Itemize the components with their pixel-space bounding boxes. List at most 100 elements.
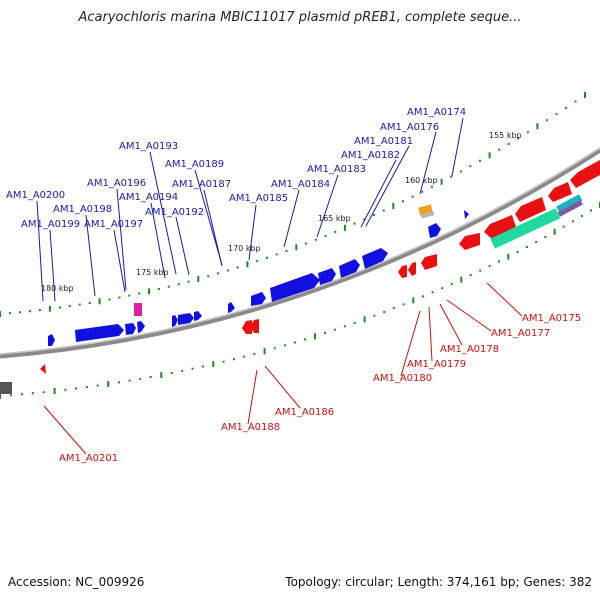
- forward-gene-arrow[interactable]: [270, 273, 320, 302]
- minor-tick: [334, 230, 337, 233]
- minor-tick: [128, 379, 131, 382]
- minor-tick: [256, 260, 259, 263]
- minor-tick: [479, 269, 482, 272]
- feature-block[interactable]: [0, 382, 12, 394]
- reverse-gene-arrow[interactable]: [484, 215, 516, 239]
- minor-tick: [167, 285, 170, 288]
- minor-tick: [479, 159, 481, 162]
- gene-label-am1-a0197[interactable]: AM1_A0197: [84, 219, 143, 230]
- gene-label-am1-a0175[interactable]: AM1_A0175: [522, 313, 581, 324]
- minor-tick: [243, 355, 246, 358]
- minor-tick: [42, 391, 45, 394]
- reverse-gene-arrow[interactable]: [548, 182, 572, 202]
- minor-tick: [75, 387, 78, 390]
- major-tick: [440, 178, 443, 185]
- minor-tick: [516, 250, 519, 253]
- feature-block[interactable]: [557, 200, 583, 217]
- major-tick: [488, 152, 491, 159]
- minor-tick: [9, 312, 11, 315]
- minor-tick: [498, 260, 500, 263]
- gene-label-am1-a0192[interactable]: AM1_A0192: [145, 207, 204, 218]
- reverse-gene-arrow[interactable]: [242, 320, 252, 334]
- minor-tick: [488, 265, 491, 268]
- scale-label-180: 180 kbp: [41, 284, 74, 293]
- feature-block[interactable]: [490, 208, 561, 249]
- gene-label-am1-a0176[interactable]: AM1_A0176: [380, 122, 439, 133]
- feature-block[interactable]: [556, 194, 583, 213]
- gene-label-am1-a0199[interactable]: AM1_A0199: [21, 219, 80, 230]
- minor-tick: [402, 303, 405, 306]
- forward-gene-arrow[interactable]: [178, 313, 194, 325]
- scale-label-165: 165 kbp: [318, 214, 351, 223]
- reverse-gene-arrow[interactable]: [421, 254, 437, 270]
- forward-gene-arrow[interactable]: [172, 315, 178, 327]
- gene-label-am1-a0183[interactable]: AM1_A0183: [307, 164, 366, 175]
- accession-text: Accession: NC_009926: [8, 575, 145, 589]
- minor-tick: [293, 341, 296, 344]
- leader-line: [316, 174, 339, 238]
- forward-gene-arrow[interactable]: [464, 210, 469, 219]
- gene-label-am1-a0201[interactable]: AM1_A0201: [59, 453, 118, 464]
- gene-label-am1-a0185[interactable]: AM1_A0185: [229, 193, 288, 204]
- forward-gene-arrow[interactable]: [428, 223, 441, 238]
- forward-gene-arrow[interactable]: [339, 259, 360, 278]
- minor-tick: [207, 275, 210, 278]
- gene-label-am1-a0198[interactable]: AM1_A0198: [53, 204, 112, 215]
- leader-line: [283, 189, 300, 248]
- gene-label-am1-a0184[interactable]: AM1_A0184: [271, 179, 330, 190]
- feature-block[interactable]: [134, 303, 142, 316]
- reverse-gene-arrow[interactable]: [40, 364, 46, 374]
- reverse-gene-arrow[interactable]: [408, 262, 416, 276]
- gene-label-am1-a0177[interactable]: AM1_A0177: [491, 328, 550, 339]
- forward-gene-labels: AM1_A0174 AM1_A0176 AM1_A0181 AM1_A0182 …: [6, 107, 466, 230]
- minor-tick: [441, 287, 444, 290]
- minor-tick: [314, 238, 317, 241]
- forward-gene-arrow[interactable]: [362, 248, 388, 269]
- gene-label-am1-a0189[interactable]: AM1_A0189: [165, 159, 224, 170]
- minor-tick: [507, 143, 510, 145]
- gene-label-am1-a0200[interactable]: AM1_A0200: [6, 190, 65, 201]
- plasmid-backbone: [0, 147, 600, 359]
- gene-label-am1-a0187[interactable]: AM1_A0187: [172, 179, 231, 190]
- gene-label-am1-a0181[interactable]: AM1_A0181: [354, 136, 413, 147]
- minor-tick: [535, 241, 538, 243]
- forward-gene-arrow[interactable]: [228, 302, 235, 313]
- leader-line: [360, 159, 397, 228]
- gene-label-am1-a0182[interactable]: AM1_A0182: [341, 150, 400, 161]
- forward-gene-arrow[interactable]: [251, 292, 266, 306]
- minor-tick: [392, 307, 395, 310]
- tick-rings: [0, 92, 600, 399]
- gene-label-am1-a0174[interactable]: AM1_A0174: [407, 107, 466, 118]
- minor-tick: [138, 292, 141, 295]
- gene-label-am1-a0180[interactable]: AM1_A0180: [373, 373, 432, 384]
- gene-label-am1-a0196[interactable]: AM1_A0196: [87, 178, 146, 189]
- forward-gene-arrow[interactable]: [75, 324, 124, 342]
- minor-tick: [574, 100, 577, 103]
- forward-gene-arrow[interactable]: [137, 321, 145, 333]
- reverse-gene-arrow[interactable]: [398, 265, 407, 278]
- minor-tick: [525, 246, 528, 248]
- minor-tick: [590, 209, 592, 212]
- reverse-gene-arrow[interactable]: [250, 319, 259, 333]
- minor-tick: [411, 195, 414, 198]
- major-tick: [536, 123, 539, 130]
- minor-tick: [64, 388, 67, 391]
- gene-label-am1-a0186[interactable]: AM1_A0186: [275, 407, 334, 418]
- gene-label-am1-a0194[interactable]: AM1_A0194: [119, 192, 178, 203]
- leader-line: [116, 188, 127, 291]
- map-title: Acaryochloris marina MBIC11017 plasmid p…: [78, 10, 522, 25]
- gene-label-am1-a0179[interactable]: AM1_A0179: [407, 359, 466, 370]
- reverse-gene-arrow[interactable]: [570, 160, 600, 188]
- forward-gene-arrow[interactable]: [48, 334, 55, 346]
- gene-label-am1-a0178[interactable]: AM1_A0178: [440, 344, 499, 355]
- minor-tick: [275, 253, 278, 256]
- forward-gene-arrow[interactable]: [318, 268, 336, 285]
- gene-label-am1-a0188[interactable]: AM1_A0188: [221, 422, 280, 433]
- feature-block[interactable]: [420, 211, 435, 219]
- forward-gene-arrow[interactable]: [125, 323, 136, 335]
- reverse-gene-arrow[interactable]: [515, 197, 546, 222]
- leader-line: [194, 169, 223, 266]
- forward-gene-arrow[interactable]: [194, 311, 202, 321]
- gene-label-am1-a0193[interactable]: AM1_A0193: [119, 141, 178, 152]
- reverse-gene-arrow[interactable]: [459, 233, 480, 250]
